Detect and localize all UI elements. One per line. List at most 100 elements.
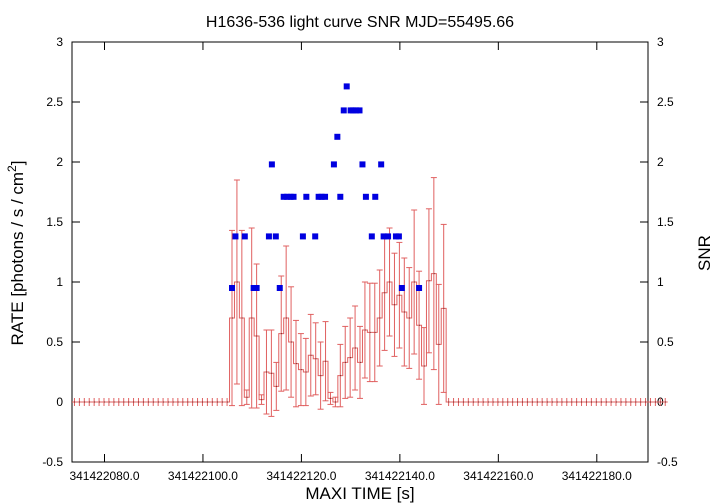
- rate-errorbar: [640, 398, 642, 406]
- rate-errorbar: [435, 283, 442, 405]
- y2-axis-label: SNR: [695, 235, 714, 271]
- rate-errorbar: [386, 227, 393, 337]
- rate-errorbar: [172, 398, 174, 406]
- rate-errorbar: [283, 245, 290, 391]
- y2-tick-label: -0.5: [657, 455, 678, 469]
- rate-errorbar: [108, 398, 110, 406]
- rate-errorbar: [411, 209, 418, 355]
- rate-errorbar: [457, 398, 459, 406]
- rate-errorbar: [361, 281, 368, 379]
- x-tick-label: 341422100.0: [168, 469, 238, 483]
- rate-errorbar: [226, 398, 228, 406]
- y-tick-label: 0: [56, 395, 63, 409]
- snr-point: [299, 233, 306, 240]
- snr-point: [290, 193, 297, 200]
- rate-errorbar: [453, 398, 455, 406]
- snr-point: [241, 233, 248, 240]
- plot-frame: [71, 41, 649, 463]
- rate-errorbar: [521, 398, 523, 406]
- rate-errorbar: [581, 398, 583, 406]
- snr-point: [337, 193, 344, 200]
- rate-errorbar: [625, 398, 627, 406]
- rate-errorbar: [258, 394, 265, 405]
- rate-errorbar: [502, 398, 504, 406]
- x-tick-label: 341422180.0: [562, 469, 632, 483]
- rate-errorbar: [211, 398, 213, 406]
- rate-errorbar: [113, 398, 115, 406]
- rate-errorbar: [243, 389, 250, 405]
- rate-errorbar: [630, 398, 632, 406]
- snr-point: [378, 161, 385, 168]
- rate-errorbar: [566, 398, 568, 406]
- rate-errorbar: [147, 398, 149, 406]
- y-tick-label: 1: [56, 275, 63, 289]
- rate-errorbar: [342, 325, 349, 399]
- snr-point: [385, 233, 392, 240]
- rate-errorbar: [93, 398, 95, 406]
- rate-errorbar: [401, 257, 408, 367]
- rate-errorbar: [440, 223, 447, 393]
- rate-errorbar: [561, 398, 563, 406]
- rate-errorbar: [467, 398, 469, 406]
- rate-errorbar: [357, 325, 363, 399]
- snr-point: [268, 161, 275, 168]
- rate-errorbar: [347, 317, 354, 398]
- rate-errorbar: [142, 398, 144, 406]
- snr-point: [284, 193, 291, 200]
- y2-tick-label: 1: [657, 275, 664, 289]
- rate-errorbar: [83, 398, 85, 406]
- y-tick-label: 3: [56, 35, 63, 49]
- rate-errorbar: [551, 398, 553, 406]
- rate-errorbar: [128, 398, 130, 406]
- rate-errorbar: [288, 286, 295, 398]
- rate-errorbar: [472, 398, 474, 406]
- rate-errorbar: [278, 275, 285, 392]
- snr-point: [416, 285, 423, 291]
- snr-point: [353, 107, 360, 114]
- rate-errorbar: [497, 398, 499, 406]
- y-axis-label-text: RATE [photons / s / cm: [8, 172, 27, 346]
- snr-point: [232, 233, 239, 240]
- rate-errorbar: [297, 333, 304, 407]
- y-axis-label-superscript: 2: [5, 165, 19, 172]
- rate-errorbar: [273, 361, 280, 411]
- y-tick-label: 0.5: [46, 335, 63, 349]
- rate-errorbar: [137, 398, 139, 406]
- x-tick-label: 341422140.0: [365, 469, 435, 483]
- rate-errorbar: [448, 398, 450, 406]
- rate-errorbar: [192, 398, 194, 406]
- rate-errorbar: [605, 398, 607, 406]
- rate-errorbar: [425, 208, 432, 354]
- rate-errorbar: [406, 267, 413, 369]
- snr-point: [272, 233, 279, 240]
- rate-errorbar: [430, 177, 437, 371]
- rate-errorbar: [590, 398, 592, 406]
- rate-errorbar: [118, 398, 120, 406]
- snr-point: [312, 233, 319, 240]
- rate-errorbar: [229, 229, 235, 407]
- rate-errorbar: [462, 398, 464, 406]
- rate-errorbar: [477, 398, 479, 406]
- rate-errorbar: [649, 398, 651, 406]
- x-tick-label: 341422120.0: [266, 469, 336, 483]
- rate-errorbar: [371, 282, 378, 383]
- snr-point: [372, 193, 379, 200]
- rate-errorbar: [615, 398, 617, 406]
- rate-errorbar: [492, 398, 494, 406]
- rate-errorbar: [645, 398, 647, 406]
- rate-errorbar: [78, 398, 80, 406]
- rate-errorbar: [162, 398, 164, 406]
- rate-errorbar: [546, 398, 548, 406]
- rate-errorbar: [88, 398, 90, 406]
- snr-point: [368, 233, 375, 240]
- rate-errorbar: [526, 398, 528, 406]
- rate-errorbar: [556, 398, 558, 406]
- rate-errorbar: [595, 398, 597, 406]
- rate-errorbar: [487, 398, 489, 406]
- rate-errorbar: [352, 305, 359, 391]
- y2-tick-label: 2: [657, 155, 664, 169]
- x-tick-label: 341422080.0: [69, 469, 139, 483]
- snr-point: [276, 285, 283, 291]
- rate-errorbar: [585, 398, 587, 406]
- snr-point: [280, 193, 287, 200]
